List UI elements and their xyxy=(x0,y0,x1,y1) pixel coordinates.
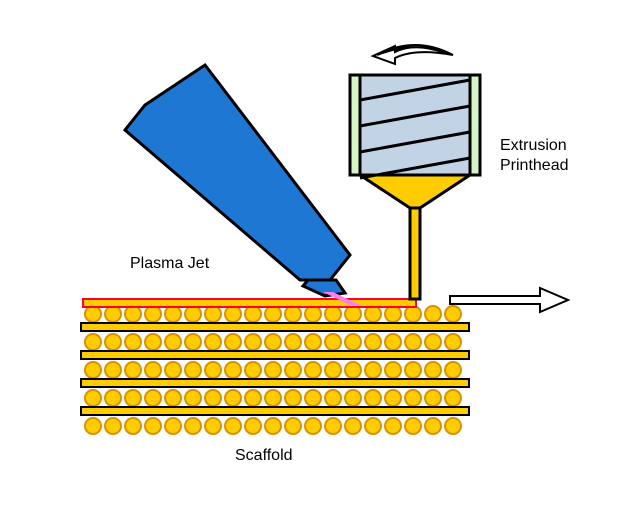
scaffold xyxy=(81,306,469,434)
label-plasma-jet: Plasma Jet xyxy=(130,255,210,272)
printhead-shaft xyxy=(410,205,420,299)
extruded-layer xyxy=(83,299,416,307)
label-scaffold: Scaffold xyxy=(235,447,293,464)
label-extrusion-line2: Printhead xyxy=(500,157,569,174)
label-extrusion-line1: Extrusion xyxy=(500,137,567,154)
